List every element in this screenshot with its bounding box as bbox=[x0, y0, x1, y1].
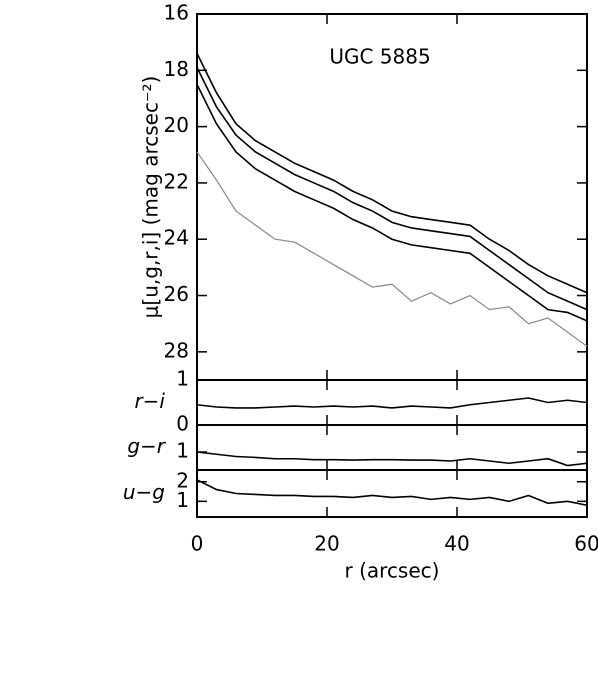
panel-frame bbox=[196, 379, 588, 426]
x-tick-label: 20 bbox=[314, 532, 339, 556]
x-tick-label: 60 bbox=[574, 532, 598, 556]
y-tick-label: 18 bbox=[164, 57, 189, 81]
panel-frame bbox=[196, 424, 588, 471]
y-tick-label: 28 bbox=[164, 338, 189, 362]
y-axis-label: u−g bbox=[123, 480, 165, 504]
y-tick-label: 16 bbox=[164, 1, 189, 25]
x-axis-label: r (arcsec) bbox=[345, 559, 440, 583]
x-tick-label: 40 bbox=[444, 532, 469, 556]
data-line bbox=[196, 53, 588, 294]
x-tick-label: 0 bbox=[191, 532, 204, 556]
y-tick-label: 1 bbox=[176, 439, 189, 463]
panel-frame bbox=[196, 469, 588, 518]
y-tick-label: 26 bbox=[164, 282, 189, 306]
y-axis-label: r−i bbox=[134, 389, 165, 413]
y-tick-label: 22 bbox=[164, 169, 189, 193]
y-tick-label: 1 bbox=[176, 367, 189, 391]
y-tick-label: 20 bbox=[164, 113, 189, 137]
annotation: UGC 5885 bbox=[329, 45, 430, 69]
y-tick-label: 1 bbox=[176, 488, 189, 512]
data-line bbox=[196, 67, 588, 311]
y-axis-label: g−r bbox=[127, 434, 166, 458]
data-line bbox=[196, 451, 588, 467]
data-line bbox=[196, 397, 588, 409]
data-line bbox=[196, 84, 588, 322]
data-line bbox=[196, 151, 588, 347]
y-tick-label: 2 bbox=[176, 468, 189, 492]
y-tick-label: 0 bbox=[176, 412, 189, 436]
panel-frame bbox=[196, 13, 588, 381]
data-line bbox=[196, 479, 588, 507]
y-axis-label: μ[u,g,r,i] (mag arcsec⁻²) bbox=[139, 76, 163, 319]
y-tick-label: 24 bbox=[164, 226, 189, 250]
